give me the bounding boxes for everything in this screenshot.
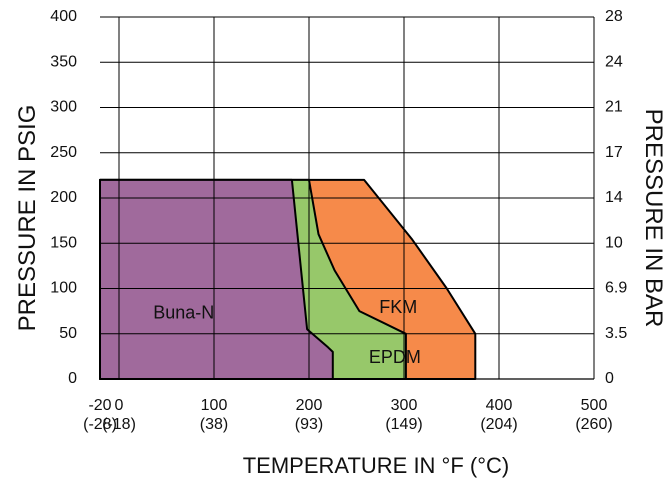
x-tick-label-celsius: (-18) <box>102 416 136 433</box>
x-tick-label-celsius: (38) <box>200 416 228 433</box>
y-tick-label-right: 21 <box>605 99 623 116</box>
x-tick-label-celsius: (204) <box>480 416 517 433</box>
x-tick-label: -20 <box>88 397 111 414</box>
y-tick-label-left: 50 <box>59 325 77 342</box>
y-tick-label-left: 100 <box>50 280 77 297</box>
x-tick-label: 400 <box>486 397 513 414</box>
y-tick-label-left: 150 <box>50 234 77 251</box>
x-tick-label-celsius: (149) <box>385 416 422 433</box>
y-tick-label-left: 200 <box>50 189 77 206</box>
y-tick-label-left: 400 <box>50 8 77 25</box>
y-tick-label-left: 300 <box>50 99 77 116</box>
x-tick-label: 100 <box>201 397 228 414</box>
y-tick-label-right: 14 <box>605 189 623 206</box>
y-tick-label-left: 250 <box>50 144 77 161</box>
tick-labels: -20(-28)0(-18)100(38)200(93)300(149)400(… <box>50 8 627 433</box>
grid-lines <box>100 16 595 380</box>
x-tick-label: 300 <box>391 397 418 414</box>
y-tick-label-right: 28 <box>605 8 623 25</box>
y-tick-label-right: 17 <box>605 144 623 161</box>
y-tick-label-right: 3.5 <box>605 325 627 342</box>
x-tick-label-celsius: (-28) <box>83 416 117 433</box>
x-axis-title: TEMPERATURE IN °F (°C) <box>243 453 510 478</box>
y-tick-label-right: 0 <box>605 370 614 387</box>
y-axis-title-left: PRESSURE IN PSIG <box>14 105 41 332</box>
y-tick-label-right: 10 <box>605 234 623 251</box>
y-tick-label-right: 6.9 <box>605 280 627 297</box>
region-labels: FKM EPDM Buna-N <box>153 297 421 367</box>
region-label-fkm: FKM <box>379 297 417 317</box>
y-tick-label-left: 350 <box>50 53 77 70</box>
area-buna-n <box>99 178 334 380</box>
x-tick-label: 500 <box>581 397 608 414</box>
material-areas <box>99 178 477 380</box>
y-tick-label-left: 0 <box>68 370 77 387</box>
x-tick-label-celsius: (93) <box>295 416 323 433</box>
region-label-epdm: EPDM <box>369 347 421 367</box>
y-tick-label-right: 24 <box>605 53 623 70</box>
region-label-buna-n: Buna-N <box>153 303 214 323</box>
x-tick-label-celsius: (260) <box>575 416 612 433</box>
y-axis-title-right: PRESSURE IN BAR <box>640 109 664 328</box>
x-tick-label: 0 <box>115 397 124 414</box>
x-tick-label: 200 <box>296 397 323 414</box>
